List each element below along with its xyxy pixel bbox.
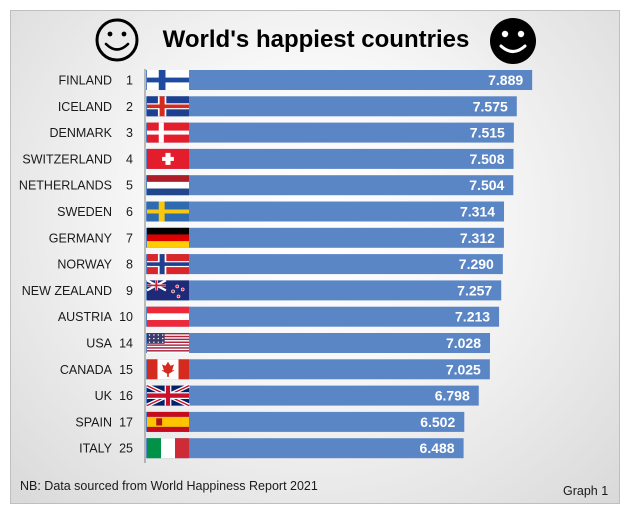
bar-austria xyxy=(146,306,500,327)
bar-row-netherlands: NETHERLANDS 5 7.504 xyxy=(19,175,514,196)
rank-label: 7 xyxy=(126,231,133,245)
graph-label: Graph 1 xyxy=(563,484,608,498)
bar-norway xyxy=(146,254,503,275)
bar-denmark xyxy=(146,122,514,143)
bar-uk xyxy=(146,385,479,406)
country-label: CANADA xyxy=(60,363,113,377)
country-label: ITALY xyxy=(79,442,113,456)
bar-row-spain: SPAIN 17 6.502 xyxy=(75,411,465,432)
value-label: 7.025 xyxy=(446,361,481,377)
bar-sweden xyxy=(146,201,505,222)
sweden-flag xyxy=(147,201,189,222)
germany-flag xyxy=(147,227,189,248)
bar-row-sweden: SWEDEN 6 7.314 xyxy=(57,201,505,222)
country-label: FINLAND xyxy=(59,74,112,88)
bar-italy xyxy=(146,438,464,459)
rank-label: 1 xyxy=(126,74,133,88)
rank-label: 6 xyxy=(126,205,133,219)
bar-row-uk: UK 16 6.798 xyxy=(95,383,479,408)
rank-label: 14 xyxy=(119,337,133,351)
bar-iceland xyxy=(146,96,517,117)
bar-row-italy: ITALY 25 6.488 xyxy=(79,438,464,459)
value-label: 7.889 xyxy=(488,72,523,88)
bars-layer: FINLAND 1 7.889 ICELAND 2 7.575 DENMARK 3 7.515 S… xyxy=(19,70,533,459)
smiley-filled-icon xyxy=(490,18,536,64)
value-label: 7.314 xyxy=(460,204,495,220)
rank-label: 25 xyxy=(119,442,133,456)
country-label: GERMANY xyxy=(49,231,113,245)
bar-netherlands xyxy=(146,175,514,196)
country-label: AUSTRIA xyxy=(58,310,113,324)
bar-row-usa: USA 14 7.028 xyxy=(86,333,491,353)
new-zealand-flag xyxy=(146,279,189,301)
value-label: 6.502 xyxy=(420,414,455,430)
value-label: 7.257 xyxy=(457,282,492,298)
value-label: 7.515 xyxy=(470,125,505,141)
bar-canada xyxy=(146,359,490,380)
rank-label: 17 xyxy=(119,415,133,429)
bar-row-norway: NORWAY 8 7.290 xyxy=(57,254,503,275)
country-label: NEW ZEALAND xyxy=(22,284,112,298)
value-label: 7.213 xyxy=(455,309,490,325)
rank-label: 15 xyxy=(119,363,133,377)
country-label: SWITZERLAND xyxy=(22,152,112,166)
country-label: USA xyxy=(86,337,112,351)
bar-row-germany: GERMANY 7 7.312 xyxy=(49,227,504,248)
value-label: 7.508 xyxy=(469,151,504,167)
country-label: NORWAY xyxy=(57,258,112,272)
rank-label: 10 xyxy=(119,310,133,324)
rank-label: 5 xyxy=(126,179,133,193)
bar-row-new-zealand: NEW ZEALAND 9 7.257 xyxy=(22,279,502,301)
bar-row-iceland: ICELAND 2 7.575 xyxy=(58,96,517,117)
bar-row-austria: AUSTRIA 10 7.213 xyxy=(58,306,500,327)
uk-flag xyxy=(146,383,190,408)
rank-label: 8 xyxy=(126,258,133,272)
country-label: ICELAND xyxy=(58,100,112,114)
bar-spain xyxy=(146,411,465,432)
value-label: 7.312 xyxy=(460,230,495,246)
finland-flag xyxy=(147,70,189,90)
bar-row-canada: CANADA 15 7.025 xyxy=(60,359,490,380)
italy-flag xyxy=(147,438,189,459)
netherlands-flag xyxy=(147,175,189,196)
rank-label: 9 xyxy=(126,284,133,298)
bar-switzerland xyxy=(146,148,514,169)
value-label: 6.488 xyxy=(420,440,455,456)
value-label: 7.504 xyxy=(469,177,504,193)
chart-title: World's happiest countries xyxy=(163,26,470,53)
spain-flag xyxy=(147,411,189,432)
bar-row-switzerland: SWITZERLAND 4 7.508 xyxy=(22,148,514,169)
bar-row-denmark: DENMARK 3 7.515 xyxy=(49,122,514,143)
country-label: UK xyxy=(95,389,113,403)
switzerland-flag xyxy=(147,148,189,169)
smiley-outline-icon xyxy=(95,18,139,62)
rank-label: 2 xyxy=(126,100,133,114)
canada-flag xyxy=(147,359,189,380)
rank-label: 4 xyxy=(126,152,133,166)
value-label: 6.798 xyxy=(435,388,470,404)
bar-finland xyxy=(146,70,533,90)
norway-flag xyxy=(147,254,189,275)
bar-row-finland: FINLAND 1 7.889 xyxy=(59,70,533,90)
bar-germany xyxy=(146,227,504,248)
country-label: DENMARK xyxy=(49,126,112,140)
usa-flag xyxy=(147,333,189,353)
rank-label: 3 xyxy=(126,126,133,140)
country-label: NETHERLANDS xyxy=(19,179,112,193)
bar-new-zealand xyxy=(146,280,502,301)
iceland-flag xyxy=(147,96,189,117)
value-label: 7.028 xyxy=(446,335,481,351)
austria-flag xyxy=(147,306,189,327)
denmark-flag xyxy=(147,122,189,143)
rank-label: 16 xyxy=(119,389,133,403)
value-label: 7.575 xyxy=(473,98,508,114)
bar-usa xyxy=(146,333,491,353)
country-label: SWEDEN xyxy=(57,205,112,219)
country-label: SPAIN xyxy=(75,415,112,429)
source-note: NB: Data sourced from World Happiness Re… xyxy=(20,479,318,493)
value-label: 7.290 xyxy=(459,256,494,272)
